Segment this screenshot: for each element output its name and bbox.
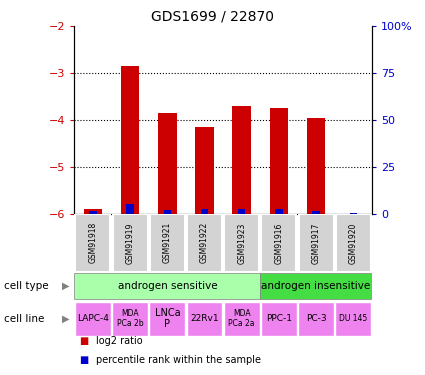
Bar bbox=[224, 302, 260, 336]
Bar bbox=[312, 211, 320, 214]
Bar bbox=[74, 273, 260, 298]
Bar bbox=[298, 302, 334, 336]
Text: 22Rv1: 22Rv1 bbox=[190, 314, 219, 323]
Text: ■: ■ bbox=[79, 336, 88, 346]
Text: GSM91923: GSM91923 bbox=[237, 222, 246, 264]
Text: MDA
PCa 2b: MDA PCa 2b bbox=[117, 309, 144, 328]
Text: cell type: cell type bbox=[4, 281, 49, 291]
Text: ▶: ▶ bbox=[62, 314, 70, 324]
Text: cell line: cell line bbox=[4, 314, 45, 324]
Text: GSM91919: GSM91919 bbox=[126, 222, 135, 264]
Text: GSM91920: GSM91920 bbox=[349, 222, 358, 264]
Bar bbox=[112, 302, 148, 336]
Text: MDA
PCa 2a: MDA PCa 2a bbox=[229, 309, 255, 328]
Text: PC-3: PC-3 bbox=[306, 314, 326, 323]
Bar bbox=[261, 302, 297, 336]
Bar bbox=[232, 106, 251, 214]
Text: LNCa
P: LNCa P bbox=[155, 308, 180, 329]
Text: GDS1699 / 22870: GDS1699 / 22870 bbox=[151, 9, 274, 23]
Bar bbox=[127, 204, 134, 214]
Bar bbox=[299, 214, 334, 272]
Text: percentile rank within the sample: percentile rank within the sample bbox=[96, 355, 261, 365]
Text: DU 145: DU 145 bbox=[339, 314, 367, 323]
Text: GSM91917: GSM91917 bbox=[312, 222, 320, 264]
Bar bbox=[275, 209, 283, 214]
Bar bbox=[150, 302, 185, 336]
Bar bbox=[195, 127, 214, 214]
Text: LAPC-4: LAPC-4 bbox=[77, 314, 109, 323]
Text: PPC-1: PPC-1 bbox=[266, 314, 292, 323]
Bar bbox=[75, 302, 111, 336]
Bar bbox=[121, 66, 139, 214]
Bar bbox=[260, 273, 372, 298]
Bar bbox=[269, 108, 288, 214]
Text: GSM91918: GSM91918 bbox=[88, 222, 97, 263]
Bar bbox=[164, 210, 171, 214]
Text: GSM91916: GSM91916 bbox=[275, 222, 283, 264]
Text: androgen sensitive: androgen sensitive bbox=[118, 281, 217, 291]
Bar bbox=[187, 214, 222, 272]
Bar bbox=[89, 211, 96, 214]
Bar bbox=[238, 209, 245, 214]
Text: log2 ratio: log2 ratio bbox=[96, 336, 142, 346]
Text: GSM91922: GSM91922 bbox=[200, 222, 209, 263]
Bar bbox=[113, 214, 147, 272]
Bar bbox=[150, 214, 185, 272]
Text: androgen insensitive: androgen insensitive bbox=[261, 281, 371, 291]
Bar bbox=[84, 209, 102, 214]
Bar bbox=[335, 302, 371, 336]
Bar bbox=[224, 214, 259, 272]
Bar bbox=[187, 302, 222, 336]
Bar bbox=[307, 118, 326, 214]
Bar bbox=[349, 213, 357, 214]
Text: ▶: ▶ bbox=[62, 281, 70, 291]
Bar bbox=[336, 214, 371, 272]
Text: GSM91921: GSM91921 bbox=[163, 222, 172, 263]
Text: ■: ■ bbox=[79, 355, 88, 365]
Bar bbox=[76, 214, 110, 272]
Bar bbox=[201, 209, 208, 214]
Bar bbox=[158, 113, 177, 214]
Bar bbox=[261, 214, 296, 272]
